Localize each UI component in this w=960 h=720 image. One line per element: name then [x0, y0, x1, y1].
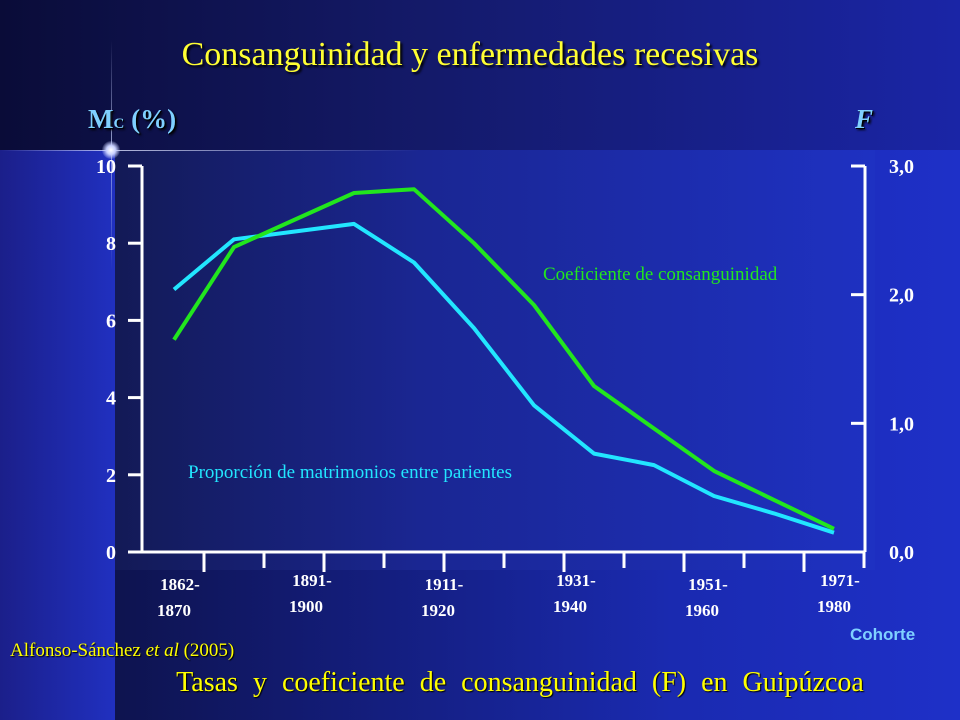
left-axis-title: MC (%): [88, 104, 176, 135]
chart-labels: 0 2 4 6 8 10 0,0 1,0 2,0 3,0 1862- 1870 1891- 1900 191…: [96, 156, 915, 644]
x-tick-label: 1980: [817, 597, 851, 616]
credit-year: (2005): [178, 640, 235, 661]
left-tick-label: 8: [106, 233, 116, 255]
right-tick-label: 1,0: [889, 413, 914, 435]
x-tick-label: 1971-: [820, 571, 860, 590]
source-credit: Alfonso-Sánchez et al (2005): [10, 640, 234, 662]
footer-title: Tasas y coeficiente de consanguinidad (F…: [176, 667, 864, 698]
left-band: [0, 150, 115, 720]
x-tick-label: 1951-: [688, 575, 728, 594]
left-axis-title-unit: (%): [124, 104, 177, 134]
x-tick-label: 1870: [157, 601, 191, 620]
x-tick-label: 1931-: [556, 571, 596, 590]
series-label-coeficiente: Coeficiente de consanguinidad: [543, 264, 778, 285]
x-tick-label: 1960: [685, 601, 719, 620]
right-tick-label: 0,0: [889, 542, 914, 564]
left-tick-label: 4: [106, 388, 116, 410]
left-tick-label: 10: [96, 156, 116, 178]
light-flare-horizontal: [0, 150, 420, 151]
credit-authors: Alfonso-Sánchez: [10, 640, 146, 661]
x-tick-label: 1920: [421, 601, 455, 620]
x-tick-label: 1891-: [292, 571, 332, 590]
left-tick-label: 0: [106, 542, 116, 564]
left-axis-title-subscript: C: [113, 116, 125, 132]
x-tick-label: 1900: [289, 597, 323, 616]
header-band: [0, 0, 960, 150]
light-flare-dot: [102, 141, 120, 159]
chart-series: [172, 187, 835, 535]
right-tick-label: 2,0: [889, 285, 914, 307]
credit-etal: et al: [145, 640, 179, 661]
x-tick-label: 1940: [553, 597, 587, 616]
right-axis-title: F: [855, 104, 874, 134]
chart-axes: [128, 164, 867, 572]
right-tick-label: 3,0: [889, 156, 914, 178]
left-tick-label: 2: [106, 465, 116, 487]
plot-background: [115, 150, 875, 570]
left-tick-label: 6: [106, 310, 116, 332]
series-line-coeficiente: [172, 187, 835, 531]
left-axis-title-main: M: [88, 104, 114, 134]
x-tick-label: 1862-: [160, 575, 200, 594]
series-line-proporcion: [172, 221, 835, 535]
slide-title: Consanguinidad y enfermedades recesivas: [181, 36, 759, 73]
x-axis-title: Cohorte: [850, 625, 915, 644]
series-label-proporcion: Proporción de matrimonios entre pariente…: [188, 462, 512, 483]
x-tick-label: 1911-: [425, 575, 464, 594]
